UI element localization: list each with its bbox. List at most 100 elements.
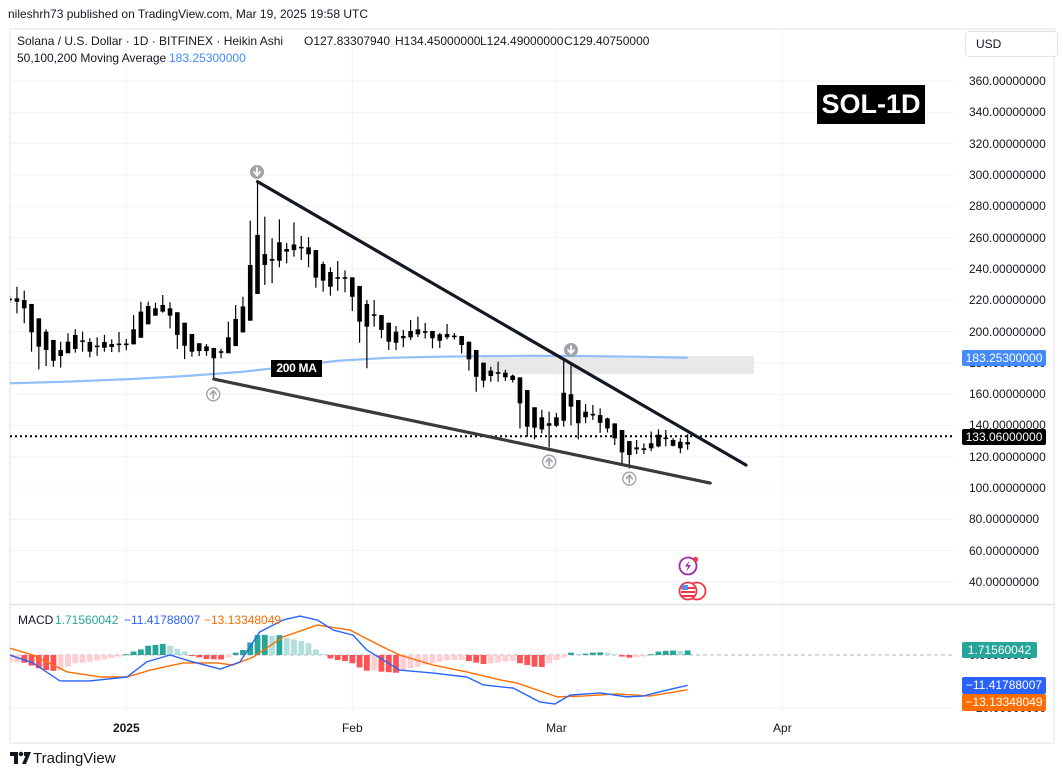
- candle[interactable]: [583, 403, 588, 424]
- candle[interactable]: [226, 321, 231, 354]
- candle[interactable]: [29, 303, 34, 352]
- candle[interactable]: [371, 300, 377, 327]
- candle[interactable]: [386, 322, 392, 350]
- candle[interactable]: [175, 312, 180, 350]
- candle[interactable]: [160, 295, 166, 313]
- candle[interactable]: [546, 411, 552, 448]
- candle[interactable]: [357, 285, 362, 343]
- lightning-event-icon[interactable]: [678, 556, 699, 576]
- candle[interactable]: [568, 363, 574, 426]
- candle[interactable]: [291, 222, 297, 257]
- macd-title[interactable]: MACD: [18, 613, 54, 627]
- macd-pane[interactable]: [7, 615, 955, 705]
- candle[interactable]: [182, 322, 187, 360]
- candle[interactable]: [561, 358, 566, 427]
- candle[interactable]: [21, 290, 27, 324]
- candle[interactable]: [554, 412, 559, 428]
- ma-indicator-title[interactable]: 50,100,200 Moving Average: [17, 51, 167, 65]
- candle[interactable]: [328, 267, 333, 296]
- candle[interactable]: [656, 429, 661, 448]
- candle[interactable]: [605, 417, 610, 433]
- candle[interactable]: [627, 441, 632, 469]
- candle[interactable]: [685, 434, 690, 450]
- candle[interactable]: [51, 339, 56, 367]
- candle[interactable]: [422, 322, 428, 339]
- macd-signal-line[interactable]: [10, 624, 688, 698]
- candle[interactable]: [240, 296, 246, 333]
- price-pane[interactable]: [7, 164, 955, 486]
- tradingview-brand[interactable]: TradingView: [33, 750, 116, 767]
- candle[interactable]: [495, 361, 501, 382]
- candle[interactable]: [65, 333, 71, 354]
- arrow-up-marker-icon[interactable]: [622, 471, 637, 486]
- ma-200-line[interactable]: [10, 354, 688, 385]
- upper-trendline[interactable]: [255, 180, 748, 467]
- candle[interactable]: [255, 181, 260, 294]
- candle[interactable]: [510, 374, 515, 383]
- candle[interactable]: [277, 219, 282, 268]
- candle[interactable]: [298, 235, 304, 260]
- candle[interactable]: [196, 343, 202, 357]
- candle[interactable]: [153, 302, 158, 316]
- candle[interactable]: [379, 315, 384, 339]
- candle[interactable]: [466, 341, 472, 371]
- candle[interactable]: [481, 362, 486, 388]
- candle[interactable]: [459, 336, 464, 354]
- us-flag-event-icon[interactable]: [678, 581, 707, 601]
- candle[interactable]: [539, 409, 545, 434]
- candle[interactable]: [524, 390, 530, 437]
- candle[interactable]: [109, 339, 115, 353]
- candle[interactable]: [415, 316, 421, 337]
- candle[interactable]: [306, 237, 311, 268]
- candle[interactable]: [36, 318, 42, 370]
- candle[interactable]: [597, 408, 603, 433]
- resistance-zone[interactable]: [480, 356, 754, 375]
- candle[interactable]: [430, 331, 435, 349]
- candle[interactable]: [7, 296, 12, 303]
- candle[interactable]: [444, 323, 450, 340]
- candle[interactable]: [313, 250, 319, 288]
- candle[interactable]: [437, 333, 443, 348]
- candle[interactable]: [124, 339, 129, 351]
- candle[interactable]: [678, 438, 683, 454]
- candle[interactable]: [189, 334, 195, 357]
- candle[interactable]: [532, 407, 537, 440]
- candle[interactable]: [204, 344, 209, 356]
- candle[interactable]: [349, 277, 355, 311]
- price-axis[interactable]: 360.00000000 340.00000000 320.00000000 300.…: [955, 29, 1053, 604]
- candle[interactable]: [247, 220, 253, 321]
- currency-button[interactable]: USD: [965, 31, 1058, 57]
- candle[interactable]: [284, 243, 289, 264]
- candle[interactable]: [58, 341, 63, 368]
- candle[interactable]: [401, 329, 406, 348]
- candle[interactable]: [233, 305, 238, 347]
- candle[interactable]: [393, 326, 399, 350]
- candle[interactable]: [218, 348, 224, 359]
- arrow-down-marker-icon[interactable]: [563, 342, 578, 357]
- candle[interactable]: [269, 238, 275, 284]
- lower-trendline[interactable]: [212, 377, 712, 485]
- candle[interactable]: [43, 329, 49, 366]
- candle[interactable]: [452, 333, 457, 340]
- candle[interactable]: [145, 301, 151, 325]
- arrow-down-marker-icon[interactable]: [250, 164, 265, 179]
- candle[interactable]: [342, 270, 348, 293]
- candle[interactable]: [364, 300, 370, 369]
- candle[interactable]: [612, 423, 618, 446]
- candle[interactable]: [167, 302, 173, 329]
- candle[interactable]: [634, 439, 639, 455]
- candle[interactable]: [14, 286, 20, 314]
- candle[interactable]: [641, 443, 647, 455]
- ma-annotation-label[interactable]: 200 MA: [271, 360, 322, 377]
- symbol-title[interactable]: Solana / U.S. Dollar · 1D · BITFINEX · H…: [17, 34, 284, 48]
- candle[interactable]: [116, 331, 122, 353]
- candle[interactable]: [131, 315, 136, 345]
- candle[interactable]: [517, 377, 523, 429]
- candle[interactable]: [72, 329, 78, 353]
- candle[interactable]: [488, 366, 494, 382]
- candle[interactable]: [663, 429, 669, 447]
- candle[interactable]: [94, 337, 100, 356]
- candle[interactable]: [335, 261, 341, 291]
- candle[interactable]: [590, 404, 596, 420]
- candle[interactable]: [138, 301, 144, 338]
